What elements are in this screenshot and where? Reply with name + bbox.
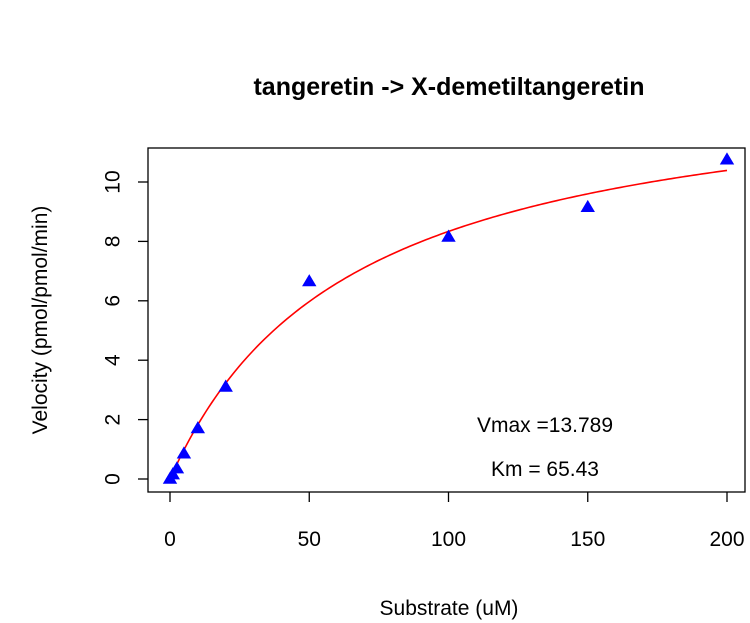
y-tick-label: 6 [101,295,124,307]
y-tick-label: 8 [101,236,124,248]
data-point [190,421,206,434]
y-tick-label: 4 [101,354,124,366]
data-point [580,199,595,213]
data-point [169,461,185,474]
fit-curve [169,169,728,480]
data-point [719,152,735,165]
y-tick-label: 0 [101,473,124,485]
data-point [302,274,317,287]
x-tick-label: 200 [709,528,744,551]
data-point [165,467,180,480]
plot-frame [147,147,746,493]
x-tick-label: 150 [570,528,605,551]
y-axis-label: Velocity (pmol/pmol/min) [29,206,52,435]
x-tick-label: 0 [164,528,176,551]
x-axis-label: Substrate (uM) [380,597,519,620]
vmax-annotation: Vmax =13.789 [477,414,613,437]
data-points [162,152,735,484]
chart-title: tangeretin -> X-demetiltangeretin [253,73,644,101]
data-point [176,446,192,459]
y-axis: 0 2 4 6 8 10 [101,170,148,485]
data-point [218,379,233,392]
y-tick-label: 10 [101,170,124,193]
fit-curve-group [169,169,728,480]
data-point [441,229,456,242]
km-annotation: Km = 65.43 [491,458,599,481]
y-tick-label: 2 [101,414,124,426]
x-axis: 0 50 100 150 200 [164,492,745,551]
x-tick-label: 100 [431,528,466,551]
x-tick-label: 50 [298,528,321,551]
